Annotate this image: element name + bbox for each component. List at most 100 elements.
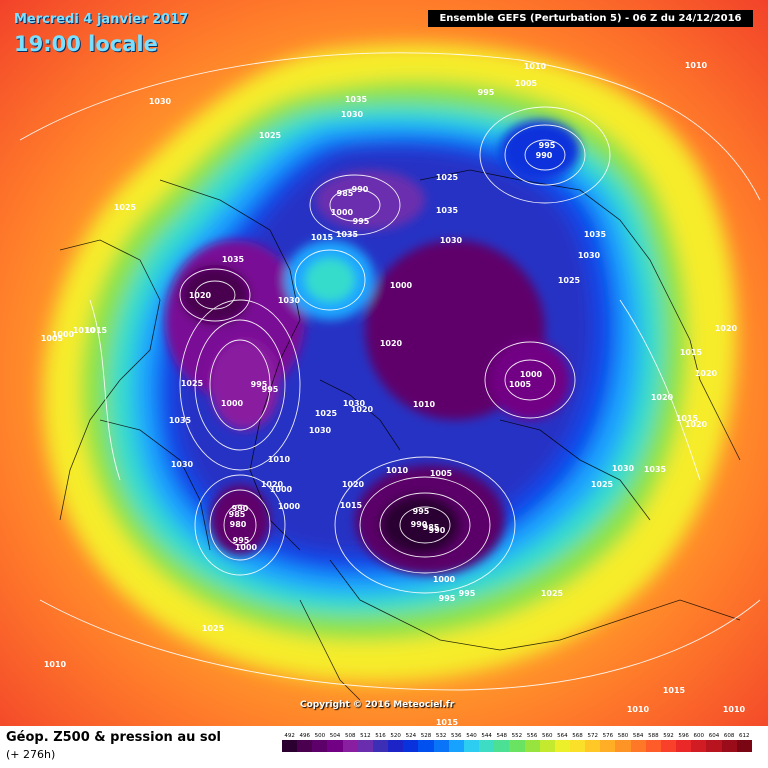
coastlines xyxy=(59,169,741,701)
scale-swatch xyxy=(539,740,555,752)
isobar-label: 1025 xyxy=(315,409,338,418)
isobar-label: 1025 xyxy=(591,480,614,489)
scale-swatch xyxy=(615,740,631,752)
isobar-label: 1030 xyxy=(343,399,366,408)
scale-swatch xyxy=(691,740,707,752)
scale-swatch xyxy=(403,740,419,752)
isobar-label: 1030 xyxy=(440,236,463,245)
scale-label: 560 xyxy=(541,733,553,739)
isobar-label: 995 xyxy=(478,88,495,97)
scale-swatch xyxy=(433,740,449,752)
scale-label: 496 xyxy=(299,733,310,739)
scale-swatch xyxy=(660,740,677,752)
scale-swatch xyxy=(463,740,480,752)
scale-swatch xyxy=(585,740,601,752)
isobar-label: 1000 xyxy=(278,502,301,511)
isobar-label: 1010 xyxy=(386,466,409,475)
isobar-label: 1025 xyxy=(541,589,564,598)
scale-swatch xyxy=(645,740,661,752)
isobar-label: 1020 xyxy=(342,480,365,489)
isobar-label: 995 xyxy=(251,380,268,389)
scale-swatch xyxy=(600,740,616,752)
scale-label: 512 xyxy=(360,733,371,739)
isobar-label: 1020 xyxy=(685,420,708,429)
isobar-label: 995 xyxy=(439,594,456,603)
scale-swatch xyxy=(357,740,373,752)
isobar-label: 995 xyxy=(262,385,279,394)
scale-label: 544 xyxy=(481,733,492,739)
isobar-label: 1020 xyxy=(189,291,212,300)
scale-swatch xyxy=(706,740,722,752)
scale-swatch xyxy=(569,740,586,752)
isobar-label: 985 xyxy=(229,510,246,519)
model-run-info: Ensemble GEFS (Perturbation 5) - 06 Z du… xyxy=(428,10,753,27)
scale-label: 504 xyxy=(329,733,341,739)
forecast-date: Mercredi 4 janvier 2017 xyxy=(14,12,189,27)
isobar-label: 1020 xyxy=(715,324,738,333)
z500-colour-scale: 492 496 500 504 508 512 516 520 524 528 532 536 540 5… xyxy=(282,733,752,752)
scale-label: 524 xyxy=(405,733,417,739)
isobar-label: 995 xyxy=(413,507,430,516)
isobar-label: 1025 xyxy=(202,624,225,633)
scale-label: 500 xyxy=(314,733,326,739)
scale-labels: 492 496 500 504 508 512 516 520 524 528 532 536 540 5… xyxy=(282,733,752,739)
scale-swatch xyxy=(342,740,358,752)
isobar-label: 1010 xyxy=(723,705,746,714)
isobar-label: 1035 xyxy=(436,206,459,215)
isobar-label: 990 xyxy=(232,504,249,513)
scale-label: 532 xyxy=(435,733,447,739)
isobar-label: 1030 xyxy=(149,97,172,106)
isobar-label: 1025 xyxy=(259,131,282,140)
isobar-label: 1000 xyxy=(390,281,413,290)
isobar-label: 1025 xyxy=(114,203,137,212)
isobar-label: 1000 xyxy=(520,370,543,379)
scale-label: 576 xyxy=(602,733,614,739)
isobar-label: 1000 xyxy=(331,208,354,217)
isobar-label: 1010 xyxy=(413,400,436,409)
scale-label: 548 xyxy=(496,733,508,739)
isobar-label: 1015 xyxy=(85,326,108,335)
isobar-label: 1015 xyxy=(311,233,334,242)
isobar-label: 1000 xyxy=(433,575,456,584)
isobar-label: 1030 xyxy=(171,460,194,469)
isobar-label: 990 xyxy=(536,151,553,160)
isobar-label: 1015 xyxy=(680,348,703,357)
scale-swatch xyxy=(479,740,495,752)
scale-label: 528 xyxy=(420,733,432,739)
isobar-label: 1010 xyxy=(73,326,96,335)
isobar-label: 1035 xyxy=(169,416,192,425)
sea-level-isobars xyxy=(19,52,761,691)
isobar-label: 1030 xyxy=(309,426,332,435)
scale-label: 552 xyxy=(511,733,523,739)
scale-label: 596 xyxy=(678,733,689,739)
isobar-label: 1030 xyxy=(341,110,364,119)
forecast-range: (+ 276h) xyxy=(6,748,56,761)
scale-label: 588 xyxy=(648,733,659,739)
scale-label: 584 xyxy=(632,733,644,739)
isobar-label: 995 xyxy=(233,536,250,545)
scale-label: 580 xyxy=(617,733,629,739)
isobar-label: 1010 xyxy=(268,455,291,464)
scale-label: 492 xyxy=(284,733,295,739)
scale-bar xyxy=(282,740,752,752)
isobar-label: 1010 xyxy=(627,705,650,714)
isobar-label: 1005 xyxy=(509,380,532,389)
isobar-label: 1000 xyxy=(221,399,244,408)
isobar-label: 1010 xyxy=(685,61,708,70)
scale-label: 520 xyxy=(390,733,401,739)
isobar-label: 1020 xyxy=(651,393,674,402)
legend-title: Géop. Z500 & pression au sol xyxy=(6,730,221,745)
isobar-label: 1000 xyxy=(235,543,258,552)
isobar-label: 1010 xyxy=(44,660,67,669)
scale-label: 536 xyxy=(451,733,462,739)
scale-swatch xyxy=(282,740,298,752)
scale-swatch xyxy=(448,740,464,752)
isobar-label: 1030 xyxy=(578,251,601,260)
scale-swatch xyxy=(388,740,404,752)
isobar-label: 1025 xyxy=(181,379,204,388)
scale-label: 572 xyxy=(587,733,598,739)
copyright: Copyright © 2016 Meteociel.fr xyxy=(300,700,455,710)
scale-label: 608 xyxy=(723,733,735,739)
scale-label: 508 xyxy=(344,733,356,739)
isobar-label: 1015 xyxy=(676,414,699,423)
